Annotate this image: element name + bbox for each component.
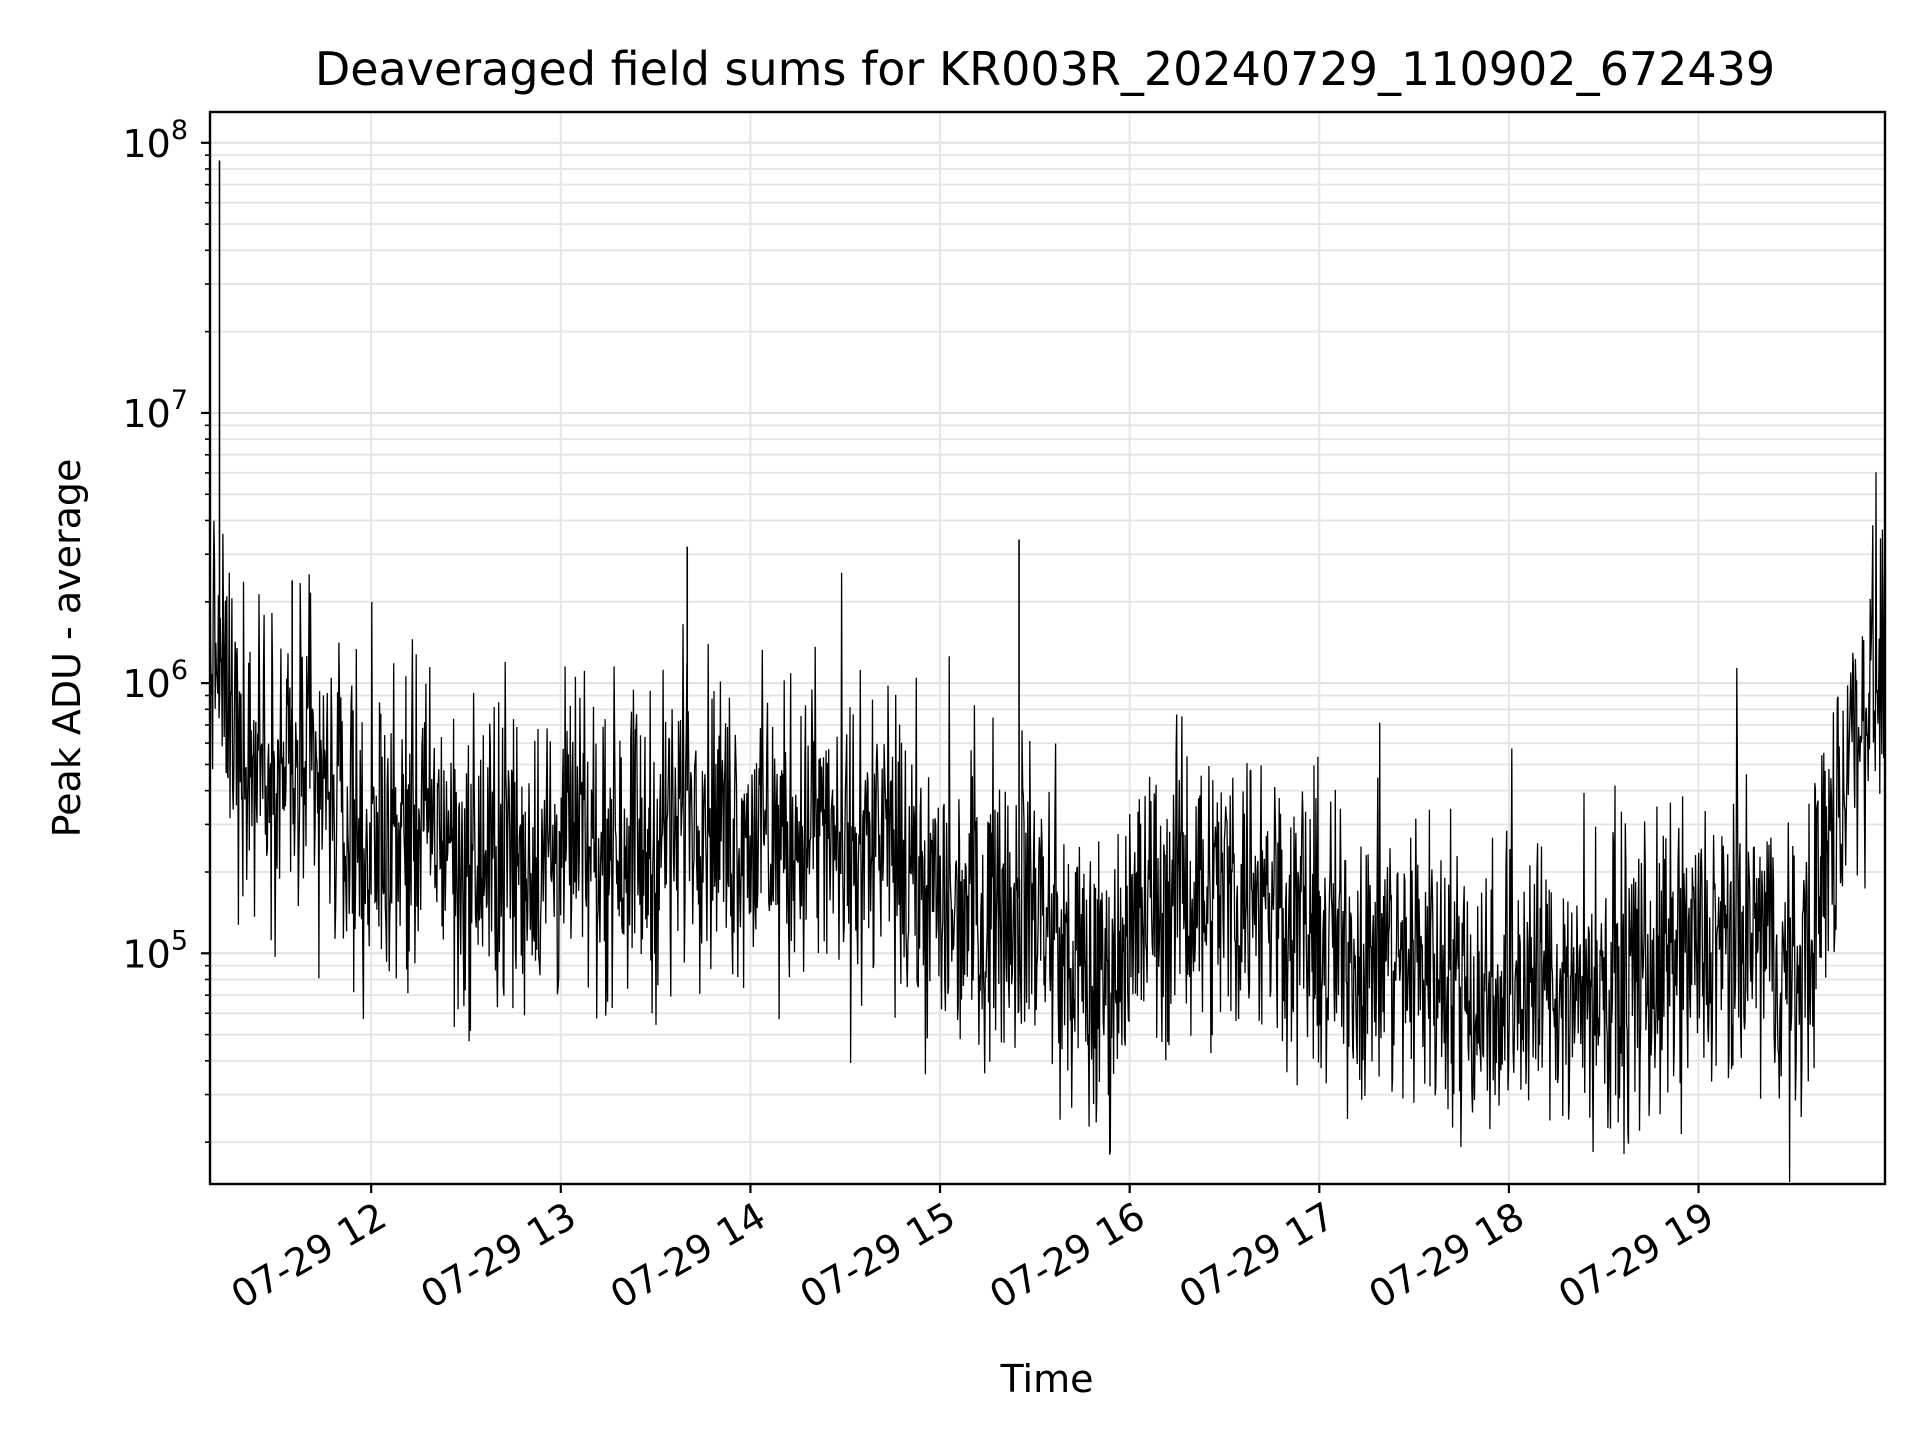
y-axis: 105 106 107 108 (122, 115, 210, 1143)
series-line (209, 472, 1886, 1183)
plot-frame (208, 110, 1887, 1186)
series-group (209, 160, 1886, 1183)
x-axis-label: Time (1000, 1357, 1094, 1401)
y-axis-label: Peak ADU - average (45, 459, 89, 838)
y-tick-label: 106 (122, 655, 188, 706)
y-tick-label: 108 (122, 115, 188, 166)
chart-title: Deaveraged field sums for KR003R_2024072… (315, 42, 1775, 96)
y-tick-label: 105 (122, 925, 188, 976)
y-tick-label: 107 (122, 385, 188, 436)
